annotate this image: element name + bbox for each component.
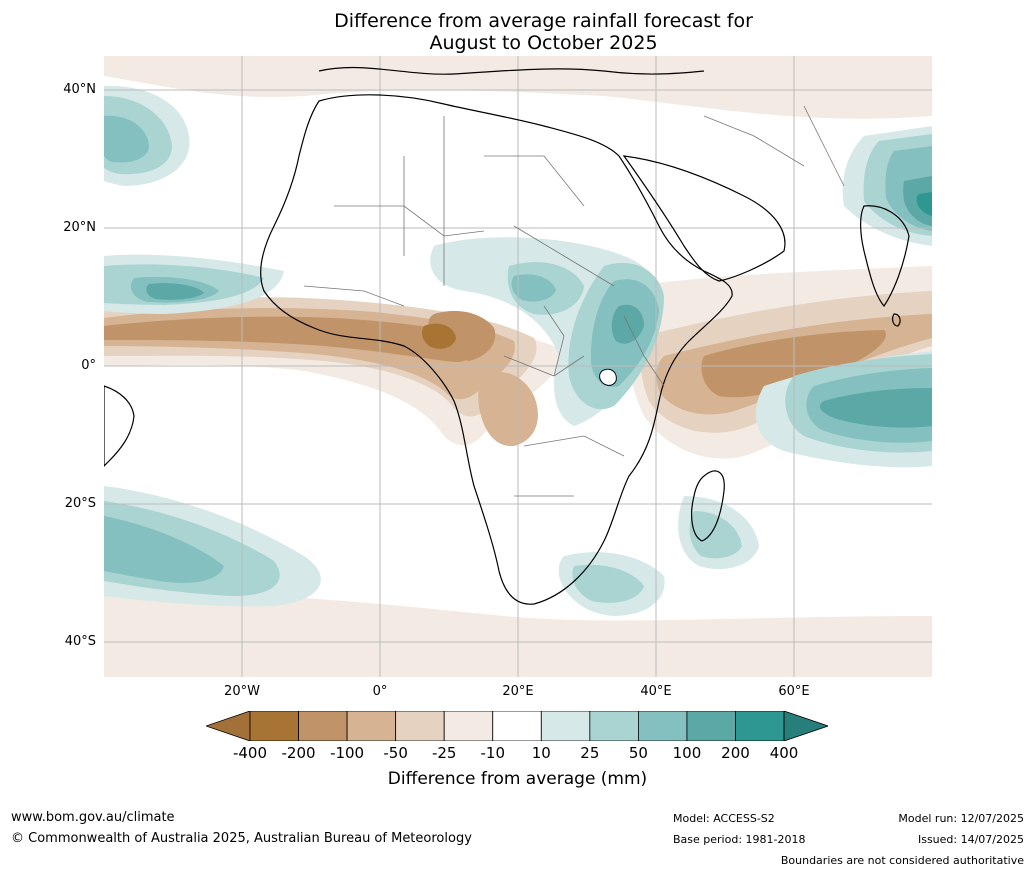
- coastlines: [104, 66, 910, 605]
- colorbar-tick-label: 25: [580, 744, 600, 762]
- colorbar-box: [492, 711, 542, 741]
- colorbar-arrow-high: [783, 711, 828, 741]
- lat-label-0: 0°: [81, 358, 96, 373]
- colorbar-tick-label: -50: [383, 744, 408, 762]
- lon-label-20w: 20°W: [224, 684, 260, 699]
- colorbar-tick-label: -100: [330, 744, 365, 762]
- colorbar-box: [249, 711, 299, 741]
- lat-label-40s: 40°S: [64, 634, 96, 649]
- colorbar-box: [443, 711, 494, 741]
- colorbar-tick-label: 400: [769, 744, 799, 762]
- colorbar-box: [686, 711, 736, 741]
- colorbar-tick-label: -200: [281, 744, 316, 762]
- colorbar-boxes: [206, 711, 828, 741]
- colorbar-label: Difference from average (mm): [387, 769, 648, 789]
- title-line-2: August to October 2025: [429, 32, 658, 54]
- country-borders: [303, 105, 845, 497]
- dry-anomaly-fills: [104, 56, 932, 677]
- colorbar: [206, 711, 828, 741]
- colorbar-box: [346, 711, 397, 741]
- colorbar-tick-label: 100: [672, 744, 702, 762]
- title-line-1: Difference from average rainfall forecas…: [334, 10, 753, 32]
- lakes: [599, 368, 617, 386]
- lat-label-20n: 20°N: [63, 220, 96, 235]
- lon-label-0: 0°: [372, 684, 388, 699]
- colorbar-box: [637, 711, 688, 741]
- lon-label-20e: 20°E: [502, 684, 534, 699]
- colorbar-tick-label: 10: [531, 744, 551, 762]
- colorbar-box: [589, 711, 639, 741]
- colorbar-tick-label: -10: [480, 744, 506, 762]
- colorbar-box: [298, 711, 348, 741]
- model-run-text: Model run: 12/07/2025: [898, 812, 1024, 825]
- map-canvas: [104, 56, 932, 677]
- issued-text: Issued: 14/07/2025: [917, 833, 1024, 846]
- copyright-text: © Commonwealth of Australia 2025, Austra…: [11, 831, 472, 846]
- website-link[interactable]: www.bom.gov.au/climate: [11, 810, 175, 825]
- colorbar-tick-label: -400: [232, 744, 268, 762]
- colorbar-box: [735, 711, 785, 741]
- lon-label-60e: 60°E: [778, 684, 810, 699]
- model-text: Model: ACCESS-S2: [673, 812, 775, 825]
- lon-label-40e: 40°E: [640, 684, 672, 699]
- colorbar-box: [395, 711, 445, 741]
- rainfall-map: [104, 56, 932, 677]
- colorbar-tick-label: 50: [628, 744, 648, 762]
- disclaimer-text: Boundaries are not considered authoritat…: [780, 854, 1024, 867]
- lat-label-40n: 40°N: [63, 82, 96, 97]
- colorbar-box: [540, 711, 591, 741]
- map-title: Difference from average rainfall forecas…: [0, 10, 1035, 54]
- colorbar-tick-label: -25: [431, 744, 457, 762]
- colorbar-arrow-low: [206, 711, 251, 741]
- base-period-text: Base period: 1981-2018: [673, 833, 806, 846]
- lat-label-20s: 20°S: [64, 496, 96, 511]
- colorbar-tick-label: 200: [721, 744, 750, 762]
